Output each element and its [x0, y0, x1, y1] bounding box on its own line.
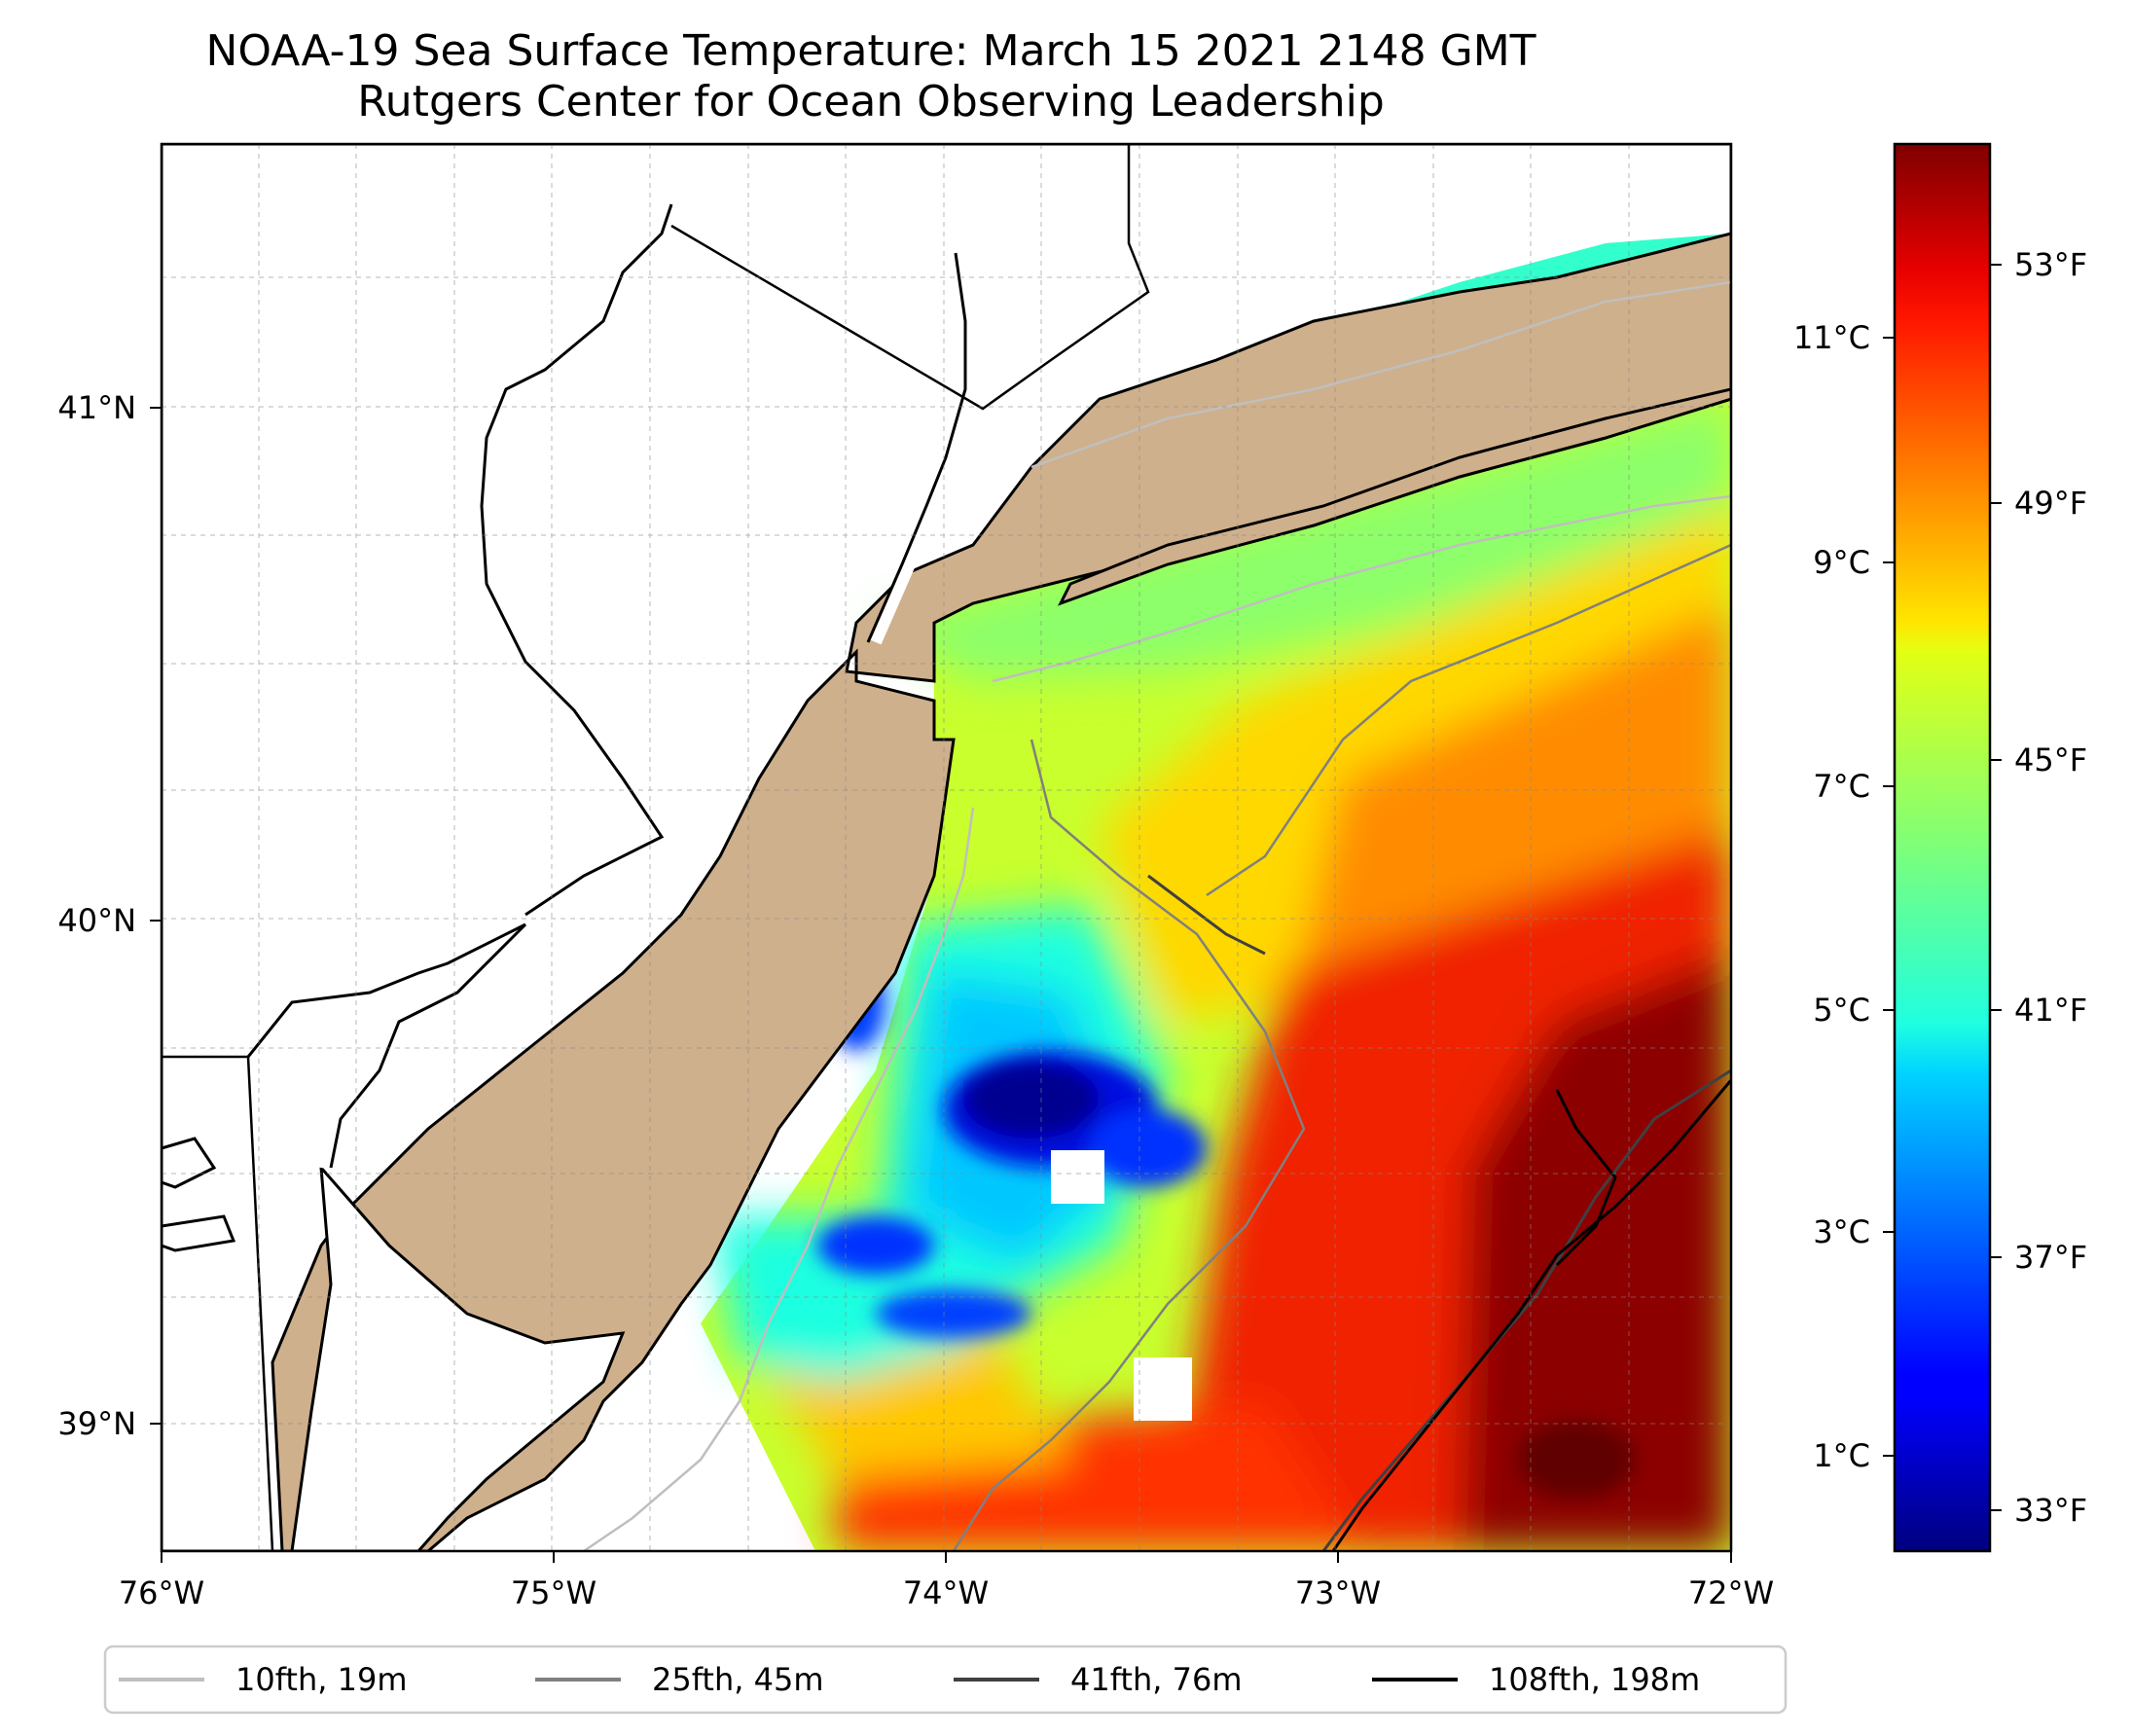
lon-label: 75°W: [511, 1574, 596, 1611]
colorbar-f-label: 49°F: [2014, 485, 2087, 522]
map-title: NOAA-19 Sea Surface Temperature: March 1…: [205, 26, 1536, 76]
legend-label: 41fth, 76m: [1070, 1661, 1242, 1698]
legend-box: [103, 1645, 1788, 1715]
legend-label: 108fth, 198m: [1489, 1661, 1700, 1698]
lon-label: 72°W: [1688, 1574, 1774, 1611]
colorbar-c-label: 1°C: [1813, 1437, 1870, 1474]
lat-ticks: [150, 407, 162, 1425]
legend-label: 25fth, 45m: [652, 1661, 823, 1698]
legend: 10fth, 19m 25fth, 45m 41fth, 76m 108fth,…: [103, 1645, 1788, 1715]
colorbar-f-label: 41°F: [2014, 992, 2087, 1029]
cloud-gap: [1051, 1150, 1104, 1204]
colorbar-f-label: 45°F: [2014, 741, 2087, 778]
lon-label: 73°W: [1295, 1574, 1381, 1611]
colorbar-c-label: 9°C: [1813, 544, 1870, 581]
map-area: [162, 144, 1731, 1551]
sst-field: [701, 234, 1731, 1551]
colorbar-c-label: 7°C: [1813, 768, 1870, 805]
colorbar-f-label: 53°F: [2014, 246, 2087, 283]
colorbar-c-label: 11°C: [1793, 319, 1870, 356]
graticule: [162, 144, 1731, 1551]
lon-ticks: [161, 1551, 1732, 1563]
lon-label: 76°W: [119, 1574, 204, 1611]
colorbar: 53°F 49°F 45°F 41°F 37°F 33°F 11°C 9°C 7…: [1793, 142, 2087, 1553]
isobaths: [583, 280, 1731, 1551]
land: [162, 144, 1731, 1551]
legend-label: 10fth, 19m: [235, 1661, 407, 1698]
cloud-gap: [1134, 1357, 1192, 1421]
lat-label: 39°N: [57, 1405, 136, 1442]
lat-label: 40°N: [57, 902, 136, 939]
colorbar-gradient: [1893, 142, 1992, 1553]
lon-label: 74°W: [903, 1574, 989, 1611]
colorbar-f-label: 33°F: [2014, 1492, 2087, 1529]
map-subtitle: Rutgers Center for Ocean Observing Leade…: [357, 77, 1385, 127]
colorbar-f-label: 37°F: [2014, 1239, 2087, 1276]
colorbar-c-label: 5°C: [1813, 992, 1870, 1029]
colorbar-c-label: 3°C: [1813, 1213, 1870, 1250]
lat-label: 41°N: [57, 389, 136, 426]
